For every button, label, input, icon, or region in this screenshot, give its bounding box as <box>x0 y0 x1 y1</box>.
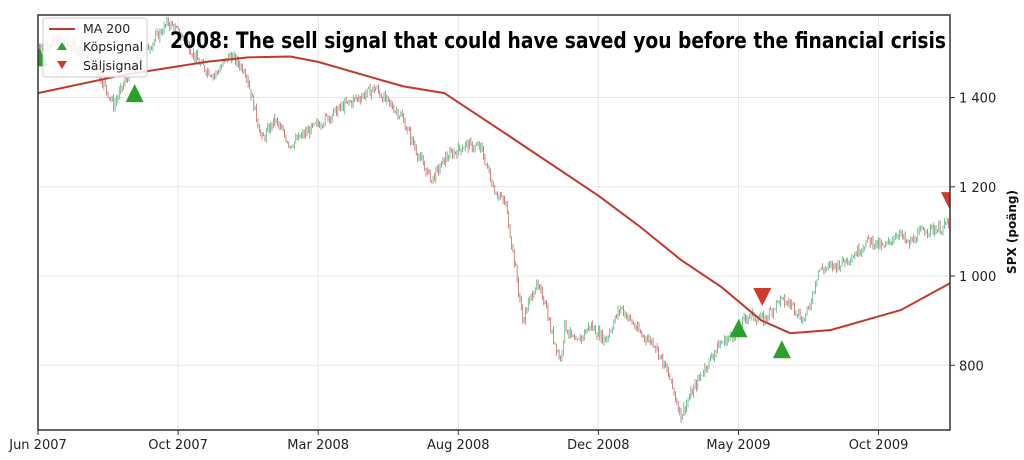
candles <box>37 16 951 423</box>
x-tick-label: Oct 2007 <box>148 438 208 453</box>
buy-signal-marker <box>729 319 748 338</box>
x-axis: Jun 2007 Oct 2007 Mar 2008 Aug 2008 Dec 2008… <box>8 430 908 453</box>
y-tick-label: 800 <box>959 359 984 374</box>
legend-box <box>42 17 148 78</box>
legend-label-sell: Säljsignal <box>83 58 143 73</box>
ma200-line <box>37 55 951 335</box>
x-tick-label: Dec 2008 <box>567 438 629 453</box>
signals <box>38 48 950 359</box>
y-tick-label: 1 400 <box>959 92 996 107</box>
x-tick-label: Jun 2007 <box>8 438 67 453</box>
grid-lines <box>37 15 950 430</box>
sell-signal-marker <box>753 288 772 307</box>
sell-signal-marker <box>941 192 950 211</box>
x-tick-label: Mar 2008 <box>287 438 349 453</box>
chart-title: 2008: The sell signal that could have sa… <box>170 29 946 54</box>
y-axis-label: SPX (poäng) <box>1005 190 1019 274</box>
legend-sell-triangle-icon <box>57 61 67 69</box>
legend-buy-triangle-icon <box>57 42 67 50</box>
x-tick-label: Aug 2008 <box>427 438 490 453</box>
legend: MA 200 Köpsignal Säljsignal <box>42 17 148 78</box>
x-tick-label: May 2009 <box>706 438 770 453</box>
buy-signal-marker <box>125 84 144 103</box>
y-tick-label: 1 000 <box>959 270 996 285</box>
legend-label-buy: Köpsignal <box>83 39 143 54</box>
legend-label-ma: MA 200 <box>83 21 130 36</box>
x-tick-label: Oct 2009 <box>849 438 909 453</box>
plot-frame <box>37 14 951 431</box>
y-axis: 800 1 000 1 200 1 400 <box>950 92 996 374</box>
y-tick-label: 1 200 <box>959 181 996 196</box>
buy-signal-marker <box>772 340 791 359</box>
